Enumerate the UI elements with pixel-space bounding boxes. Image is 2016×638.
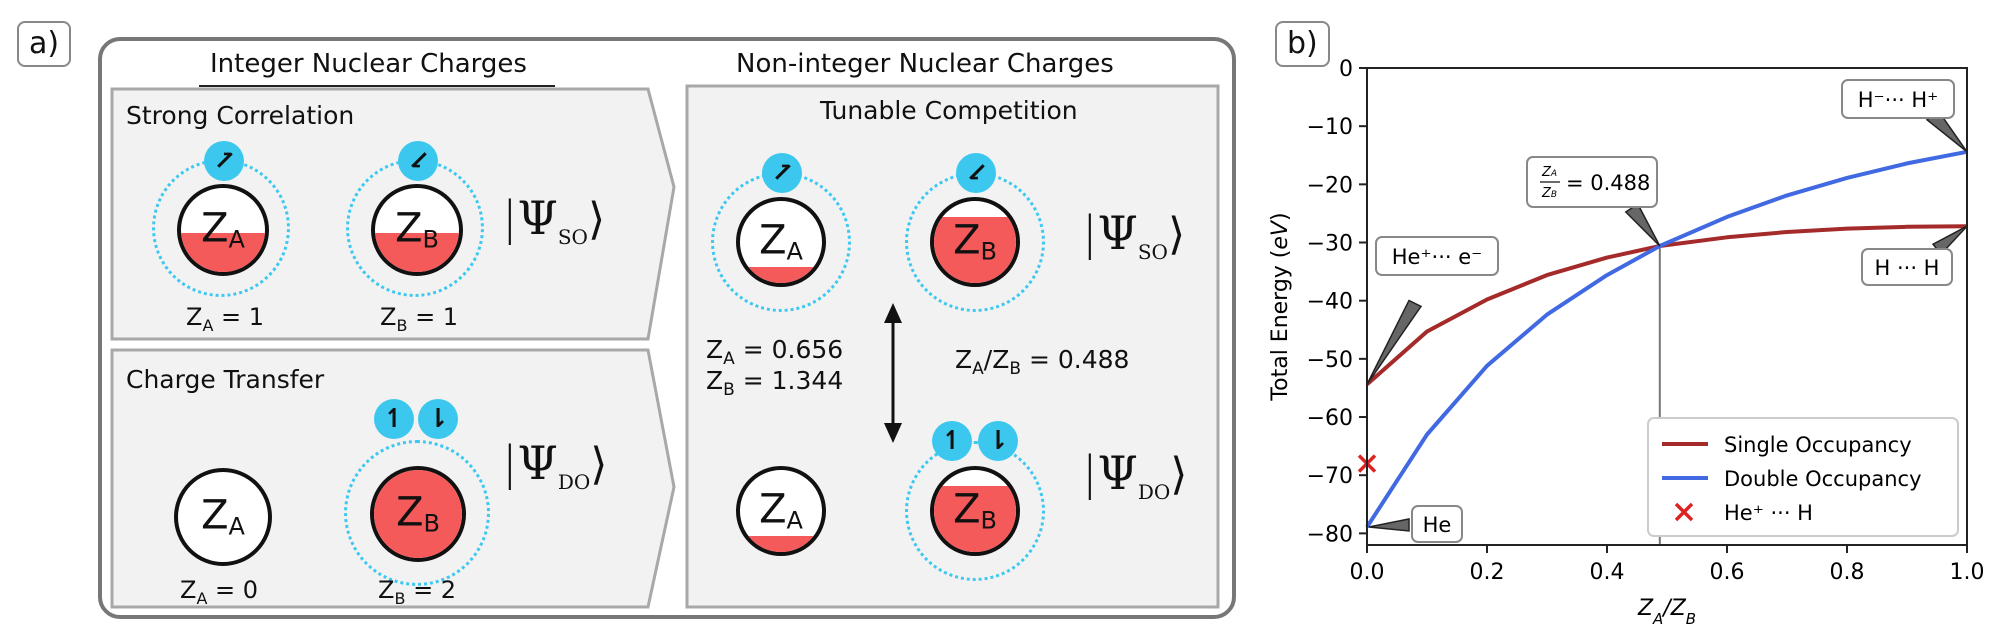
annot-he-plus-e-box [1375, 236, 1499, 276]
strong-correlation-title: Strong Correlation [126, 101, 355, 130]
zb-value-tunable: ZB = 1.344 [706, 366, 844, 400]
nucleus-a: ZA [736, 466, 826, 556]
annot-crossing-pointer [1624, 202, 1661, 247]
y-tick-label: −30 [1307, 232, 1353, 257]
nucleus-b: ZB [370, 466, 466, 562]
x-tick-label: 1.0 [1950, 560, 1985, 585]
nucleus-b: ZB [371, 184, 463, 276]
orbital-ring [344, 440, 490, 586]
psi-do-ket: |ΨDO⟩ [502, 436, 608, 495]
y-tick-label: 0 [1339, 57, 1353, 82]
nucleus-b: ZB [930, 197, 1020, 287]
y-tick-label: −60 [1307, 406, 1353, 431]
y-tick-label: −80 [1307, 522, 1353, 547]
annot-he-pointer [1368, 518, 1410, 532]
y-tick-label: −70 [1307, 464, 1353, 489]
za-value-tunable: ZA = 0.656 [706, 335, 844, 369]
za-label-charge-transfer: ZA = 0 [180, 576, 259, 608]
tunable-competition-title: Tunable Competition [820, 96, 1078, 125]
annot-he-plus-e-pointer [1366, 299, 1423, 385]
legend-marker-2 [1674, 502, 1694, 522]
header-noninteger-charges: Non-integer Nuclear Charges [736, 49, 1114, 79]
electron-down: ⇂ [398, 141, 438, 181]
double-arrow-icon [884, 303, 902, 443]
energy-chart: 0.0 0.2 0.4 0.6 0.8 1.0 0 −10 −20 −30 −40 −50 −60 −70… [1268, 57, 1985, 628]
panel-a-label: a) [17, 21, 72, 67]
x-axis-label: ZA/ZB [1637, 596, 1696, 628]
y-tick-label: −40 [1307, 290, 1353, 315]
panel-b-label: b) [1275, 21, 1330, 67]
legend-label-2: He⁺ ··· H [1724, 501, 1813, 525]
za-zb-ratio-tunable: ZA/ZB = 0.488 [955, 345, 1130, 379]
plot-frame [1366, 67, 1968, 546]
annot-crossing: = 0.488 [1566, 171, 1650, 195]
nucleus-a: ZA [736, 197, 826, 287]
y-axis-label: Total Energy (eV) [1268, 212, 1293, 401]
header-integer-charges: Integer Nuclear Charges [210, 49, 527, 79]
nucleus-a: ZA [177, 184, 269, 276]
electron-down: ⇂ [956, 153, 996, 193]
annot-crossing-box [1526, 156, 1658, 208]
electron-up: ↿ [762, 153, 802, 193]
annot-h-h: H ··· H [1875, 256, 1940, 280]
x-tick-label: 0.2 [1470, 560, 1505, 585]
annot-h-h-box [1861, 248, 1953, 286]
nucleus-b: ZB [930, 466, 1020, 556]
orbital-ring [905, 441, 1045, 581]
legend-label-1: Double Occupancy [1724, 467, 1922, 491]
y-tick-label: −50 [1307, 348, 1353, 373]
zb-label-charge-transfer: ZB = 2 [378, 576, 457, 608]
x-tick-label: 0.0 [1350, 560, 1385, 585]
za-label-strong: ZA = 1 [186, 303, 265, 335]
legend-box [1647, 417, 1959, 537]
legend-label-0: Single Occupancy [1724, 433, 1912, 457]
psi-so-ket: |ΨSO⟩ [502, 191, 606, 250]
annot-h-minus-h-plus: H⁻··· H⁺ [1858, 88, 1938, 112]
electron-up: ↿ [374, 399, 414, 439]
annot-h-minus-h-plus-box [1841, 79, 1955, 119]
electron-down: ⇂ [418, 399, 458, 439]
charge-transfer-title: Charge Transfer [126, 365, 325, 394]
y-tick-label: −20 [1307, 173, 1353, 198]
annot-he-box [1411, 505, 1463, 543]
psi-so-ket-tunable: |ΨSO⟩ [1082, 206, 1186, 265]
header-integer-underline [199, 85, 555, 87]
annot-he-plus-e: He⁺··· e⁻ [1392, 245, 1483, 269]
x-tick-label: 0.6 [1710, 560, 1745, 585]
nucleus-a: ZA [174, 468, 272, 566]
panel-a-frame: Integer Nuclear Charges Non-integer Nucl… [98, 37, 1236, 619]
zb-label-strong: ZB = 1 [380, 303, 459, 335]
psi-do-ket-tunable: |ΨDO⟩ [1082, 446, 1188, 505]
y-tick-label: −10 [1307, 115, 1353, 140]
electron-down: ⇂ [978, 421, 1018, 461]
electron-up: ↿ [204, 141, 244, 181]
annot-he: He [1423, 513, 1452, 537]
annot-crossing-fraction: ZA ZB [1541, 165, 1557, 201]
electron-up: ↿ [932, 421, 972, 461]
x-tick-label: 0.4 [1590, 560, 1625, 585]
x-tick-label: 0.8 [1830, 560, 1865, 585]
